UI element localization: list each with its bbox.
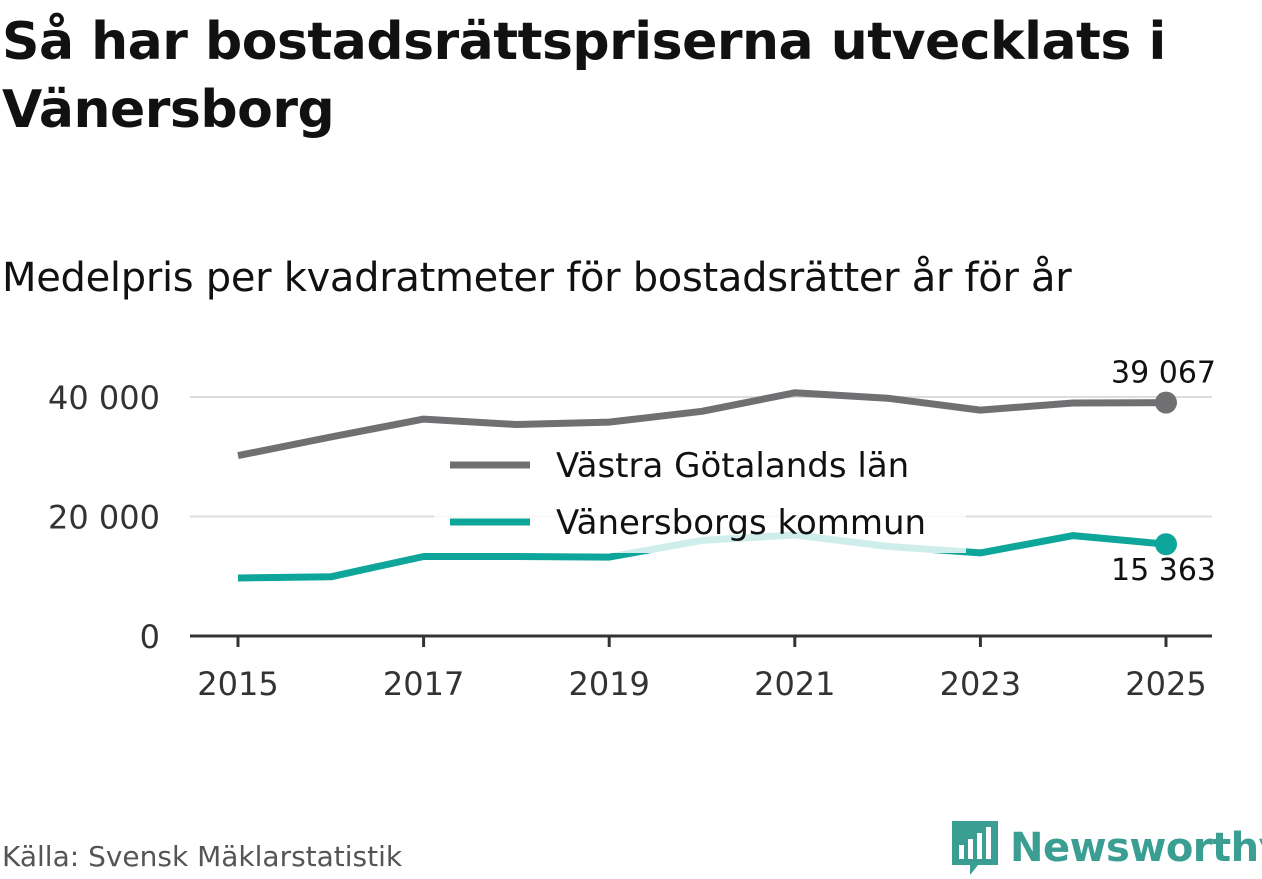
y-tick-label: 20 000 (48, 499, 160, 537)
newsworthy-logo-icon (952, 821, 998, 875)
end-label-vanersborg: 15 363 (1111, 553, 1216, 588)
source-note: Källa: Svensk Mäklarstatistik (2, 840, 403, 873)
x-tick-label: 2017 (383, 665, 464, 703)
brand-name: Newsworthy (1010, 825, 1262, 871)
legend-label: Västra Götalands län (556, 446, 909, 486)
series-line-vastra-gotaland (237, 389, 1167, 460)
x-tick-label: 2015 (197, 665, 278, 703)
chart-subtitle: Medelpris per kvadratmeter för bostadsrä… (2, 255, 1072, 301)
endpoint-marker-vanersborg (1155, 533, 1177, 556)
data-labels: 39 067 15 363 (1111, 356, 1216, 589)
x-tick-label: 2023 (940, 665, 1021, 703)
x-tick-label: 2019 (568, 665, 649, 703)
endpoint-marker-vastra-gotaland (1155, 391, 1177, 414)
y-tick-label: 0 (140, 618, 160, 656)
y-tick-label: 40 000 (48, 379, 160, 417)
legend-label: Vänersborgs kommun (556, 503, 926, 543)
end-label-vastra-gotaland: 39 067 (1111, 356, 1216, 391)
chart-title: Så har bostadsrättspriserna utvecklats i… (2, 12, 1166, 140)
legend: Västra Götalands län Vänersborgs kommun (434, 445, 966, 553)
axes: 0 20 000 40 000 2015 2017 2019 2021 2023 2025 (48, 379, 1212, 703)
x-tick-label: 2021 (754, 665, 835, 703)
x-tick-label: 2025 (1125, 665, 1206, 703)
brand-logo[interactable]: Newsworthy (950, 818, 1262, 878)
line-chart: Västra Götalands län Vänersborgs kommun 0… (48, 356, 1216, 703)
